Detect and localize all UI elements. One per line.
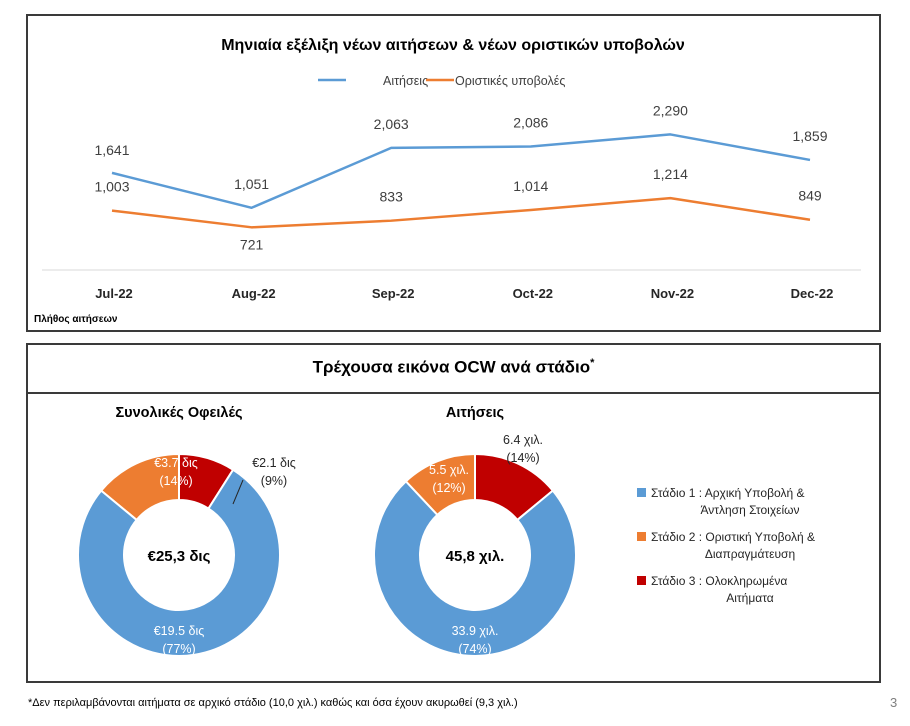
donut-2-pct-2: (12%) — [432, 481, 465, 495]
leader-line — [232, 479, 244, 505]
x-tick-label-1: Jul-22 — [95, 286, 133, 301]
stage-overview-panel: Τρέχουσα εικόνα OCW ανά στάδιο* Συνολικέ… — [26, 343, 881, 683]
y-axis-label: Πλήθος αιτήσεων — [34, 314, 118, 325]
line-chart-panel: Μηνιαία εξέλιξη νέων αιτήσεων & νέων ορι… — [26, 14, 881, 332]
line-chart: Μηνιαία εξέλιξη νέων αιτήσεων & νέων ορι… — [34, 37, 861, 325]
page-number: 3 — [890, 695, 898, 710]
stage-legend-line2-2: Διαπραγμάτευση — [705, 547, 795, 561]
data-label-s2-1: 1,003 — [94, 179, 129, 195]
donut-1-pct-2: (14%) — [159, 474, 192, 488]
section-title: Τρέχουσα εικόνα OCW ανά στάδιο — [312, 357, 591, 377]
x-tick-label-2: Aug-22 — [232, 286, 276, 301]
section-title-box: Τρέχουσα εικόνα OCW ανά στάδιο* — [28, 345, 879, 394]
section-title-mark: * — [590, 357, 595, 369]
data-label-s1-5: 2,290 — [653, 102, 688, 118]
donut-1-label-2: €3.7 δις — [154, 456, 198, 470]
data-label-s2-4: 1,014 — [513, 178, 548, 194]
donut-2-pct-3: (14%) — [506, 451, 539, 465]
donut-2-label-3: 6.4 χιλ. — [503, 433, 543, 447]
data-label-s2-3: 833 — [380, 189, 404, 205]
data-label-s1-6: 1,859 — [792, 128, 827, 144]
data-label-s2-6: 849 — [798, 188, 822, 204]
donut-2-slice-1 — [373, 479, 577, 657]
data-label-s1-1: 1,641 — [94, 142, 129, 158]
line-chart-title: Μηνιαία εξέλιξη νέων αιτήσεων & νέων ορι… — [221, 37, 685, 54]
x-tick-label-6: Dec-22 — [791, 286, 834, 301]
x-tick-label-3: Sep-22 — [372, 286, 415, 301]
data-label-s2-5: 1,214 — [653, 166, 688, 182]
stage-legend-swatch-1 — [637, 488, 646, 497]
data-label-s2-2: 721 — [240, 236, 264, 252]
donut-center-label-1: €25,3 δις — [148, 548, 211, 565]
stage-legend-line1-2: Στάδιο 2 : Οριστική Υποβολή & — [651, 530, 815, 544]
series-line-1 — [111, 133, 811, 210]
data-label-s1-2: 1,051 — [234, 176, 269, 192]
donut-1-label-1: €19.5 δις — [154, 624, 205, 638]
donut-title-2: Αιτήσεις — [446, 405, 504, 421]
series-line-2 — [111, 196, 811, 229]
stage-legend-line1-1: Στάδιο 1 : Αρχική Υποβολή & — [651, 486, 804, 500]
stage-legend-swatch-2 — [637, 532, 646, 541]
data-label-s1-3: 2,063 — [374, 116, 409, 132]
donut-charts: Συνολικές Οφειλές €19.5 δις (77%) €3.7 δις (… — [77, 405, 815, 657]
stage-legend-swatch-3 — [637, 576, 646, 585]
donut-2-label-1: 33.9 χιλ. — [452, 624, 499, 638]
donut-1-pct-1: (77%) — [162, 642, 195, 656]
stage-legend-line2-3: Αιτήματα — [726, 591, 774, 605]
donut-2-label-2: 5.5 χιλ. — [429, 463, 469, 477]
x-tick-label-4: Oct-22 — [513, 286, 553, 301]
x-tick-label-5: Nov-22 — [651, 286, 694, 301]
donut-1-slice-1 — [77, 468, 281, 657]
data-label-s1-4: 2,086 — [513, 115, 548, 131]
legend-label-1: Αιτήσεις — [383, 74, 428, 88]
stage-legend-line1-3: Στάδιο 3 : Ολοκληρωμένα — [651, 574, 787, 588]
footnote: *Δεν περιλαμβάνονται αιτήματα σε αρχικό … — [28, 697, 518, 709]
stage-legend-line2-1: Άντληση Στοιχείων — [700, 503, 799, 517]
donut-center-label-2: 45,8 χιλ. — [446, 548, 505, 565]
legend-label-2: Οριστικές υποβολές — [455, 74, 565, 88]
donut-1-label-3: €2.1 δις — [252, 456, 296, 470]
donut-title-1: Συνολικές Οφειλές — [115, 405, 242, 421]
donut-2-pct-1: (74%) — [458, 642, 491, 656]
donut-1-pct-3: (9%) — [261, 474, 287, 488]
